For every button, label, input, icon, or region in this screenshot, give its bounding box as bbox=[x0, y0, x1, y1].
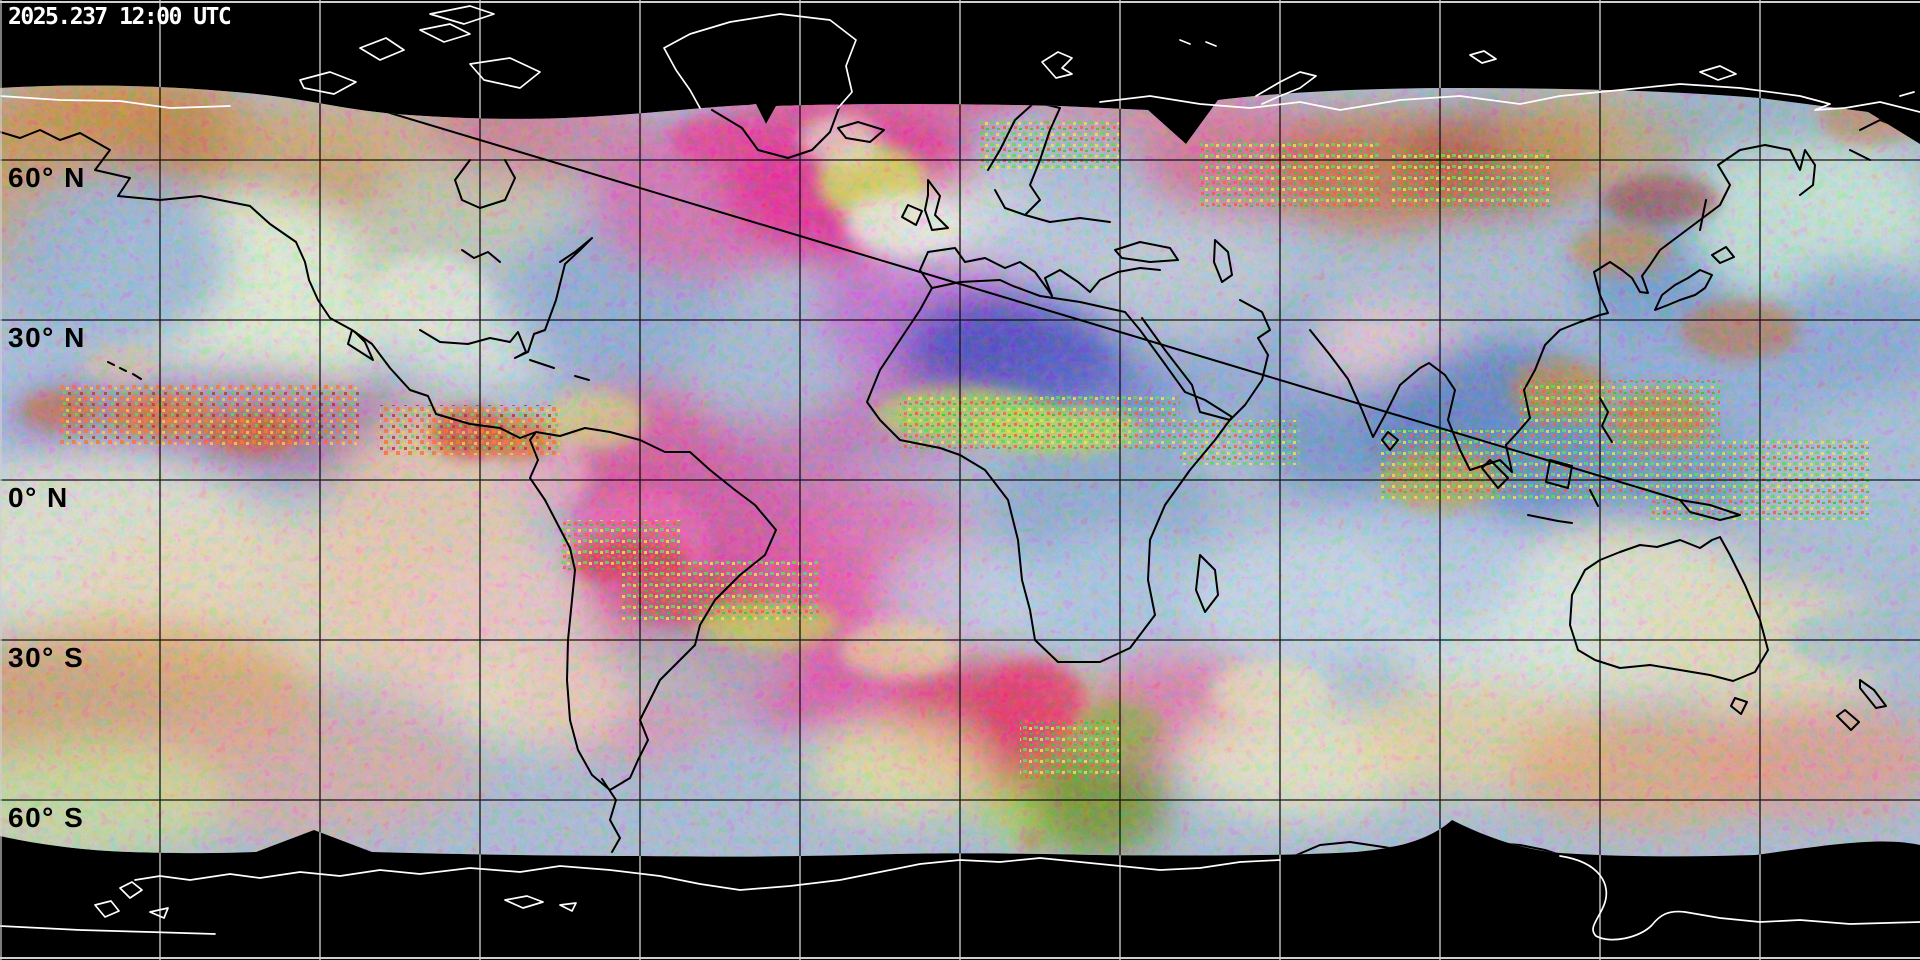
coastlines-over-data bbox=[0, 85, 1920, 857]
latitude-label-0n: 0° N bbox=[8, 482, 69, 513]
latitude-label-30n: 30° N bbox=[8, 322, 86, 353]
latitude-label-30s: 30° S bbox=[8, 642, 85, 673]
latitude-label-60n: 60° N bbox=[8, 162, 86, 193]
latitude-label-60s: 60° S bbox=[8, 802, 85, 833]
timestamp-label: 2025.237 12:00 UTC bbox=[8, 4, 232, 30]
coastlines-over-space bbox=[0, 5, 1920, 941]
